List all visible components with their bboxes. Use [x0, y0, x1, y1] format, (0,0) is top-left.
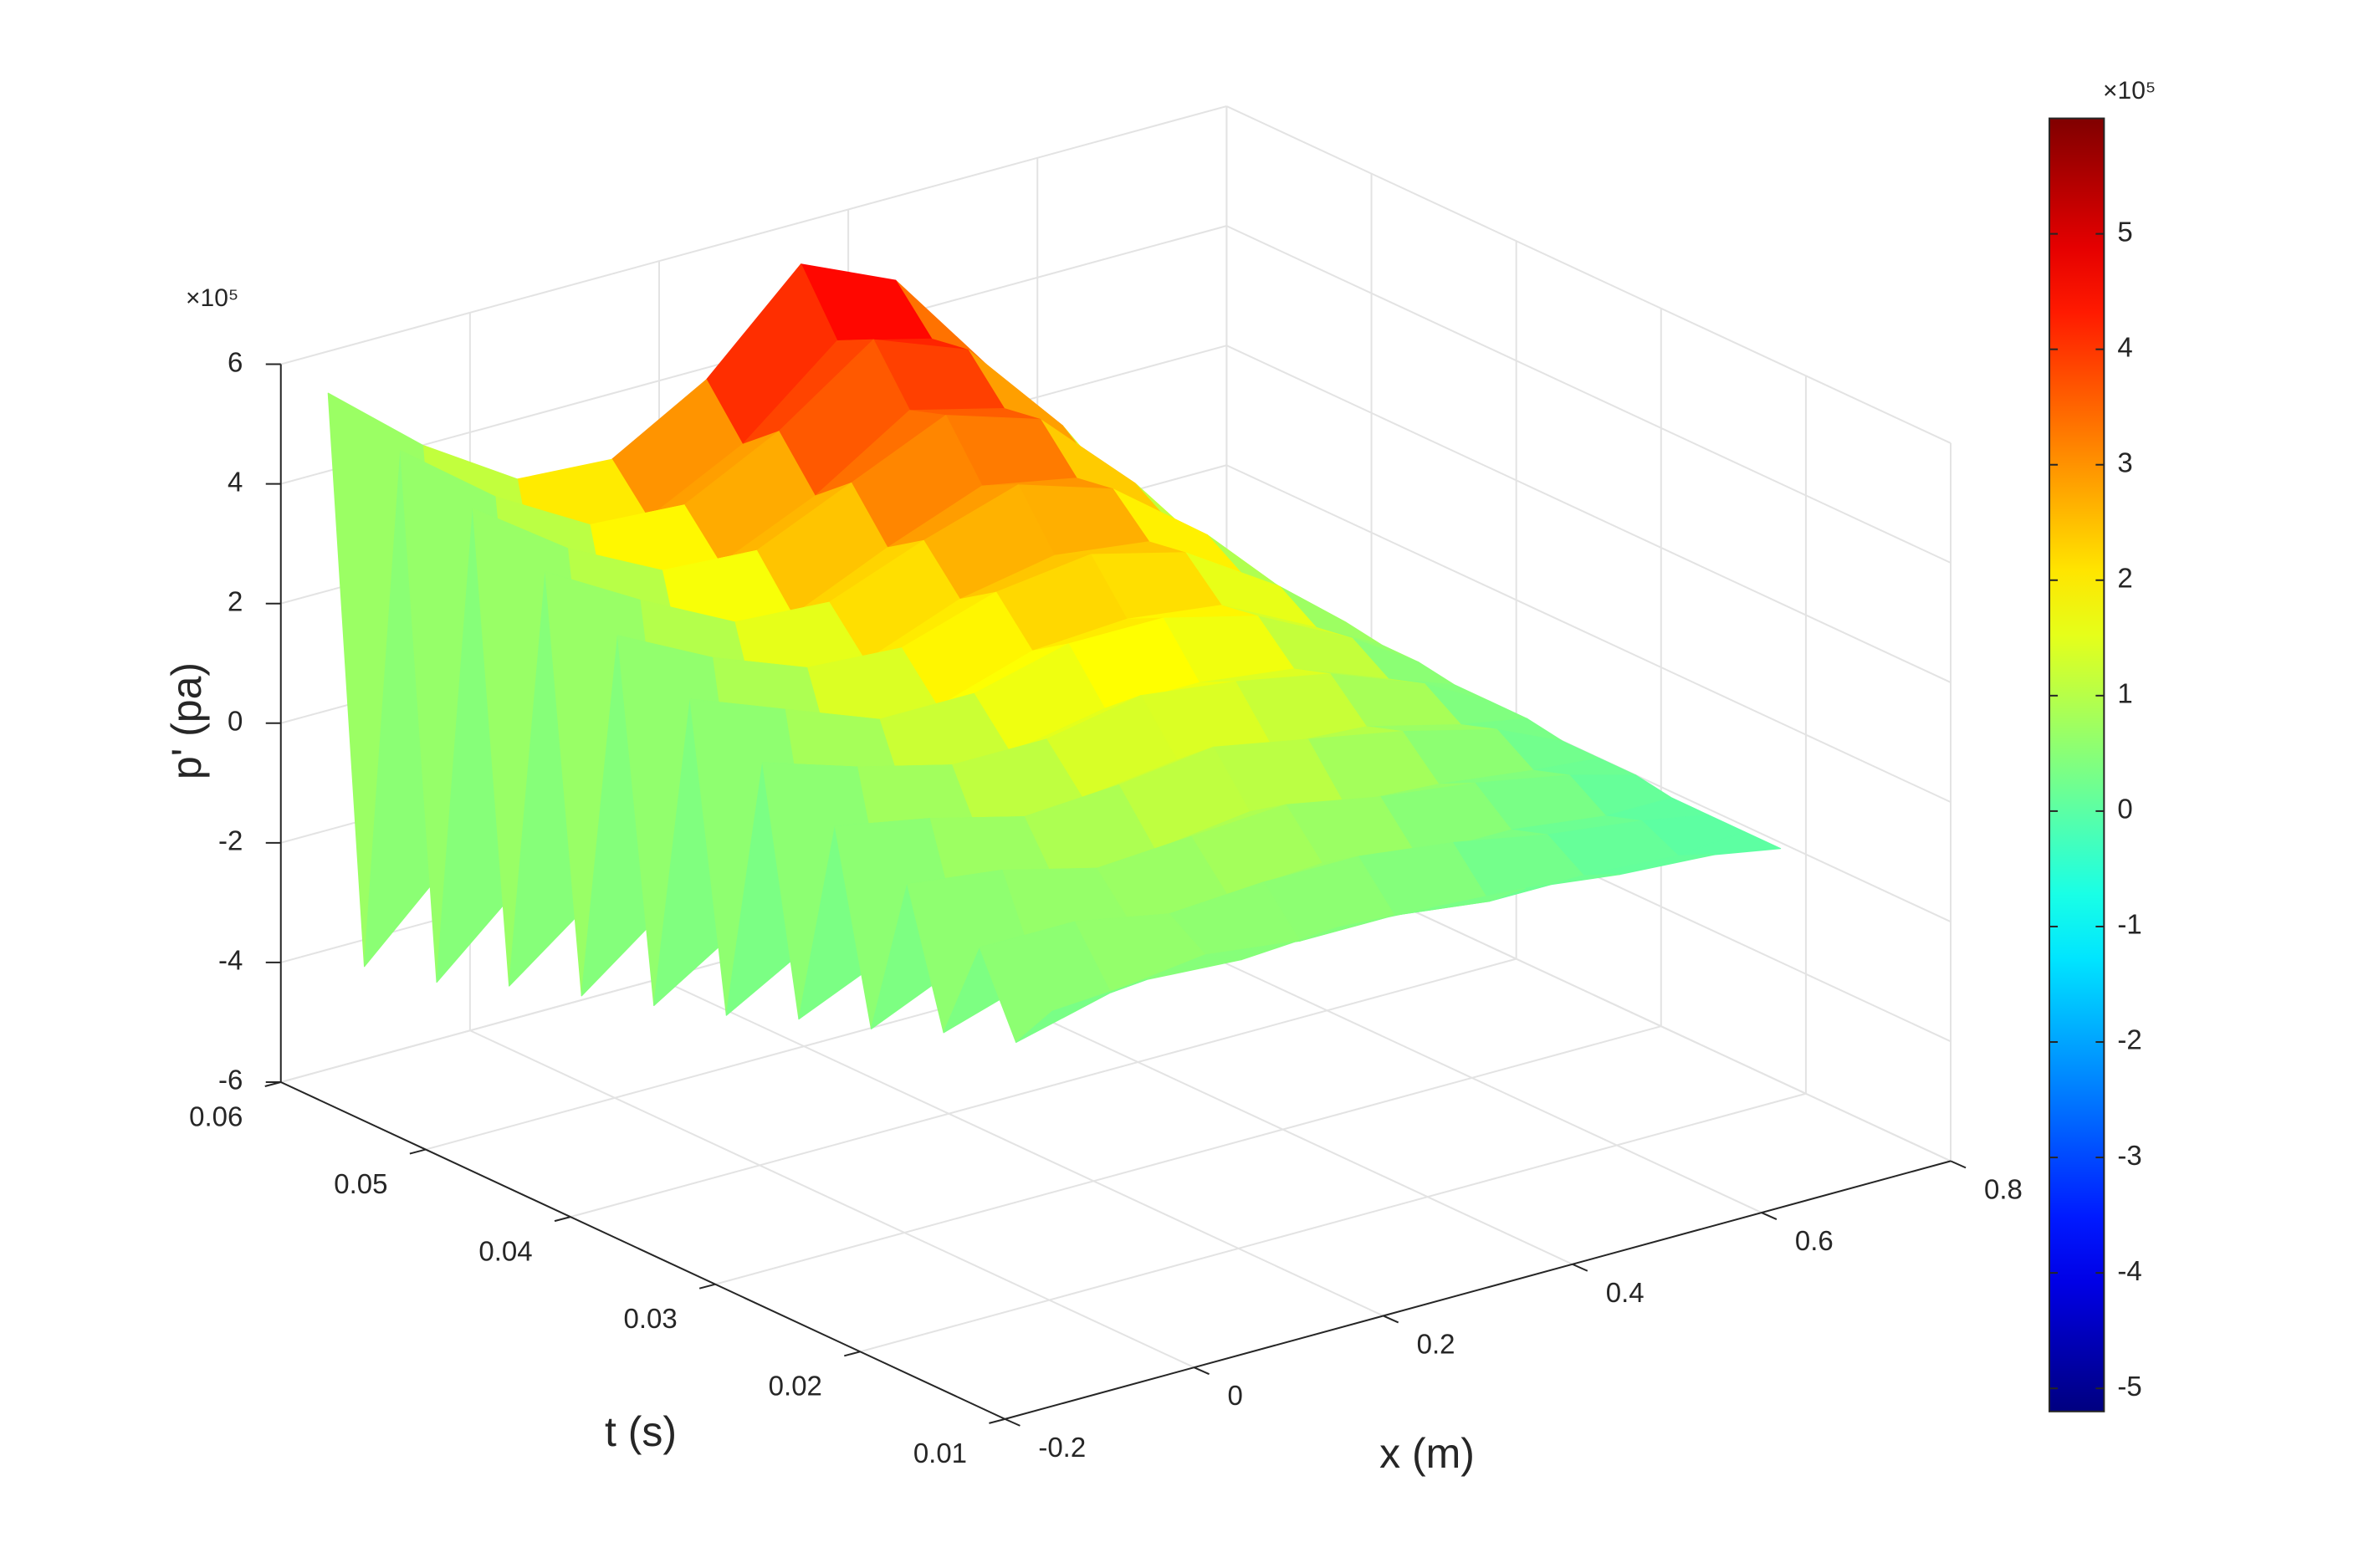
y-tick — [409, 1148, 427, 1155]
colorbar-tick-label: 5 — [2117, 216, 2132, 247]
colorbar-multiplier: ×10⁵ — [2103, 77, 2156, 105]
grid-line — [1225, 105, 1951, 444]
z-tick-label: 4 — [228, 466, 243, 497]
z-tick-label: -6 — [218, 1065, 243, 1096]
colorbar-tick-label: -4 — [2117, 1255, 2141, 1286]
y-tick-label: 0.06 — [189, 1101, 243, 1131]
grid-line — [469, 1029, 1194, 1369]
y-tick-label: 0.02 — [769, 1371, 822, 1402]
z-multiplier: ×10⁵ — [186, 284, 238, 312]
y-tick — [844, 1351, 861, 1357]
grid-line — [570, 958, 1517, 1218]
x-tick — [1572, 1263, 1588, 1272]
x-tick-label: 0 — [1227, 1380, 1242, 1411]
z-tick-label: 0 — [228, 705, 243, 736]
x-tick — [1005, 1417, 1020, 1427]
z-axis-label: p' (pa) — [163, 662, 210, 779]
x-tick-label: 0.6 — [1795, 1225, 1834, 1256]
y-axis-label: t (s) — [605, 1408, 677, 1455]
y-tick-label: 0.03 — [624, 1303, 678, 1334]
x-tick — [1383, 1315, 1399, 1324]
colorbar-tick-label: 0 — [2117, 794, 2132, 825]
x-tick — [1950, 1160, 1967, 1169]
x-tick — [1761, 1212, 1778, 1220]
colorbar-tick-label: -1 — [2117, 909, 2141, 940]
grid-line — [1225, 464, 1951, 804]
z-tick-label: 6 — [228, 346, 243, 377]
grid-line — [1225, 225, 1951, 564]
colorbar: -5 -4 -3 -2 -1 0 1 2 3 4 5 — [2049, 117, 2142, 1412]
z-tick-label: -2 — [218, 825, 243, 856]
x-tick-label: -0.2 — [1038, 1432, 1086, 1463]
x-tick-label: 0.4 — [1606, 1277, 1645, 1308]
y-tick — [989, 1417, 1005, 1424]
grid-line — [1225, 345, 1951, 683]
axes: -0.2 0 0.2 0.4 0.6 0.8 0.01 0.02 0.03 0.04 0.05 0.0… — [189, 346, 2023, 1468]
x-axis-line — [1005, 1160, 1951, 1420]
x-tick-label: 0.2 — [1417, 1328, 1455, 1359]
y-tick-label: 0.04 — [478, 1235, 532, 1266]
colorbar-tick-label: 3 — [2117, 447, 2132, 478]
grid-line — [280, 105, 1227, 365]
z-tick-label: -4 — [218, 945, 243, 976]
y-tick-label: 0.01 — [913, 1438, 967, 1468]
x-tick — [1194, 1366, 1210, 1376]
surface-cell — [1015, 978, 1148, 1044]
colorbar-tick-label: 4 — [2117, 331, 2132, 362]
z-tick-label: 2 — [228, 585, 243, 616]
surface — [327, 263, 1782, 1044]
y-tick-label: 0.05 — [334, 1168, 387, 1199]
y-tick — [554, 1216, 571, 1223]
colorbar-tick-label: -3 — [2117, 1140, 2141, 1171]
grid-line — [714, 1025, 1662, 1285]
colorbar-tick-label: 1 — [2117, 678, 2132, 709]
colorbar-gradient — [2049, 117, 2105, 1412]
colorbar-tick-label: 2 — [2117, 563, 2132, 594]
colorbar-tick-label: -2 — [2117, 1024, 2141, 1055]
y-axis-line — [280, 1081, 1005, 1420]
x-axis-label: x (m) — [1379, 1430, 1475, 1477]
grid-line — [860, 1092, 1807, 1353]
x-tick-label: 0.8 — [1984, 1173, 2023, 1204]
grid-line — [658, 978, 1384, 1317]
y-tick — [698, 1283, 716, 1290]
colorbar-tick-label: -5 — [2117, 1371, 2141, 1402]
